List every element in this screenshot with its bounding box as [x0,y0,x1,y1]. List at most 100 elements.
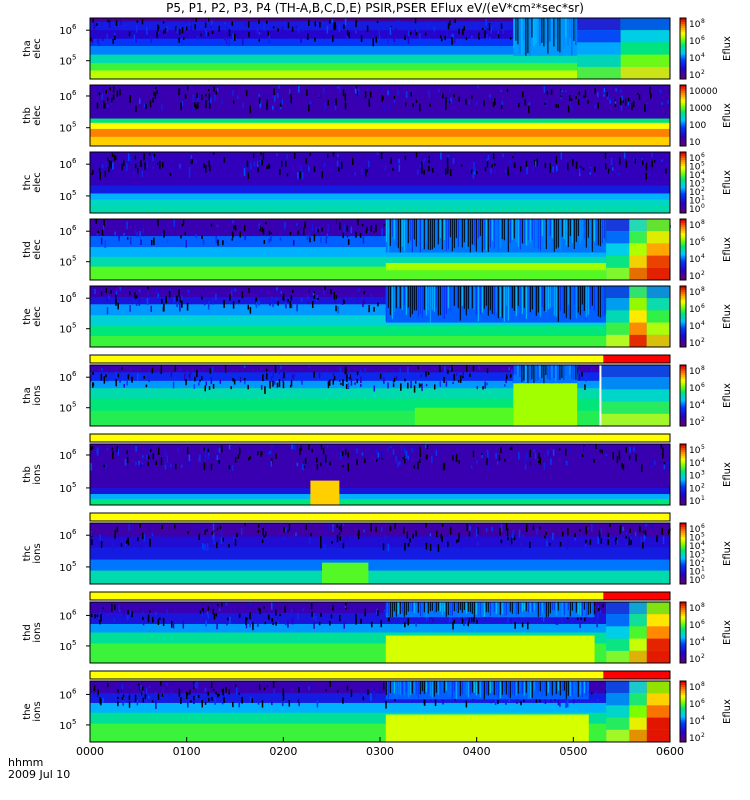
noise-pixel [232,701,234,708]
noise-pixel [123,232,125,236]
noise-pixel [519,166,522,172]
colorbar-cell [680,113,686,116]
noise-pixel [243,224,246,232]
burst-stripe [531,18,533,38]
colorbar-tick-exponent: 8 [701,365,705,372]
noise-pixel [431,455,433,463]
noise-pixel [118,238,120,242]
noise-pixel [187,701,189,708]
noise-pixel [375,224,377,232]
noise-pixel [412,533,414,539]
noise-pixel [587,100,589,104]
noise-pixel [264,386,266,394]
noise-pixel [261,700,264,708]
colorbar-tick-label: 10 [689,54,701,64]
noise-pixel [115,291,118,295]
noise-pixel [272,380,274,387]
panel-frame [89,218,671,281]
noise-pixel [300,36,302,43]
burst-stripe [575,602,577,613]
noise-pixel [195,159,197,164]
noise-pixel [244,22,246,27]
noise-pixel [103,609,106,612]
noise-pixel [161,298,163,304]
noise-pixel [526,166,528,175]
noise-pixel [174,524,176,529]
noise-pixel [241,696,243,704]
colorbar-cell [680,125,686,129]
burst-stripe [431,602,433,611]
burst-stripe [413,219,415,240]
noise-pixel [665,168,667,174]
colorbar-cell [680,182,686,186]
noise-pixel [350,226,353,234]
noise-pixel [241,291,244,299]
noise-pixel [272,303,274,307]
colorbar-cell [680,158,686,161]
noise-pixel [425,444,427,449]
noise-pixel [317,229,319,233]
noise-pixel [232,33,234,40]
burst-stripe [557,219,559,248]
burst-stripe [527,219,529,241]
burst-stripe [491,602,493,612]
noise-pixel [103,464,105,468]
burst-stripe [455,286,457,319]
noise-pixel [290,609,293,613]
noise-pixel [352,157,354,165]
burst-stripe [465,681,467,696]
colorbar-cell [680,545,686,548]
interval-block-row [629,231,647,244]
noise-pixel [308,365,310,369]
burst-stripe [415,286,417,311]
colorbar-cell [680,377,686,380]
burst-stripe [455,681,457,699]
colorbar-cell [680,310,686,313]
burst-stripe [519,681,521,691]
noise-pixel [117,448,120,456]
noise-pixel [449,20,451,26]
noise-pixel [307,288,309,292]
colorbar-cell [680,308,686,311]
burst-stripe [413,602,415,614]
colorbar-cell [680,646,686,650]
colorbar-cell [680,160,686,163]
burst-stripe [485,219,487,251]
noise-pixel [140,684,142,691]
noise-pixel [209,368,211,374]
noise-pixel [445,38,448,46]
burst-stripe [391,286,393,320]
noise-pixel [304,461,306,467]
noise-pixel [357,288,360,292]
burst-stripe [433,602,435,614]
noise-pixel [601,449,603,454]
noise-pixel [271,445,273,450]
noise-pixel [153,91,155,96]
noise-pixel [205,620,207,627]
burst-stripe [559,18,561,53]
noise-pixel [107,682,109,688]
colorbar-tick-label: 10 [689,154,701,164]
spectrogram-band [90,444,670,489]
colorbar-cell [680,139,686,143]
noise-pixel [271,295,273,304]
noise-pixel [382,682,385,691]
noise-pixel [267,31,270,36]
noise-pixel [442,699,444,705]
interval-block-row [646,705,670,718]
noise-pixel [202,607,204,614]
colorbar-cell [680,74,686,78]
noise-pixel [178,37,180,43]
noise-pixel [161,103,163,111]
burst-stripe [443,219,445,241]
colorbar-cell [680,555,686,559]
noise-pixel [455,372,458,376]
noise-pixel [604,152,607,159]
colorbar-cell [680,539,686,542]
noise-pixel [627,101,630,106]
noise-pixel [427,157,430,161]
colorbar-cell [680,28,686,31]
noise-pixel [169,690,171,696]
noise-pixel [524,529,527,534]
noise-pixel [315,615,317,621]
